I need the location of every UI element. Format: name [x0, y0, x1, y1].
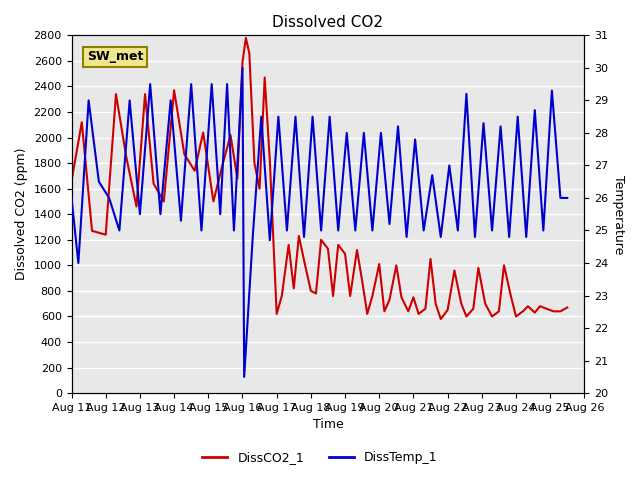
Legend: DissCO2_1, DissTemp_1: DissCO2_1, DissTemp_1 [197, 446, 443, 469]
Title: Dissolved CO2: Dissolved CO2 [273, 15, 383, 30]
Y-axis label: Dissolved CO2 (ppm): Dissolved CO2 (ppm) [15, 148, 28, 280]
Text: SW_met: SW_met [87, 50, 143, 63]
X-axis label: Time: Time [312, 419, 343, 432]
Y-axis label: Temperature: Temperature [612, 175, 625, 254]
